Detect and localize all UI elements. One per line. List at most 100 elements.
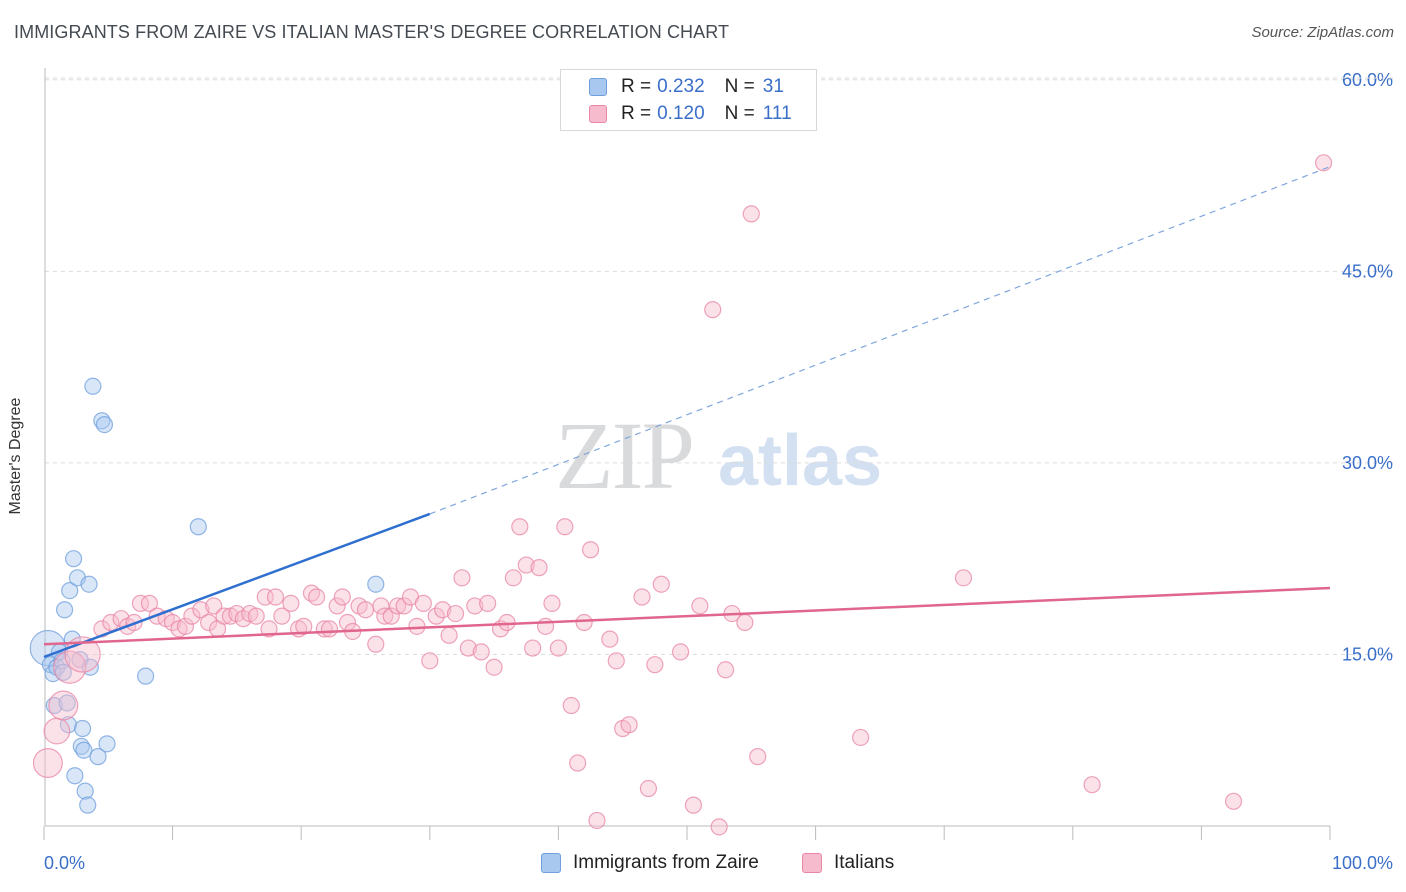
point-italians bbox=[320, 620, 339, 638]
point-italians bbox=[524, 639, 542, 657]
point-italians bbox=[556, 518, 574, 536]
trend-extension-zaire bbox=[429, 166, 1331, 515]
legend-r-value: 0.120 bbox=[657, 103, 705, 124]
point-italians bbox=[588, 811, 606, 830]
point-zaire bbox=[55, 601, 74, 619]
legend-row-zaire: R = 0.232 N = 31 bbox=[589, 74, 784, 100]
point-italians bbox=[485, 658, 503, 676]
point-zaire bbox=[76, 782, 94, 800]
point-italians bbox=[333, 588, 351, 606]
point-italians bbox=[639, 779, 658, 798]
watermark-atlas: atlas bbox=[718, 421, 883, 501]
point-italians bbox=[372, 597, 390, 615]
point-zaire bbox=[95, 415, 114, 434]
point-zaire bbox=[136, 667, 155, 685]
point-zaire bbox=[84, 377, 102, 395]
trend-line-italians bbox=[43, 586, 1331, 646]
point-italians bbox=[48, 690, 79, 721]
point-italians bbox=[562, 696, 580, 715]
bottom-legend: Immigrants from Zaire Italians bbox=[0, 852, 1406, 878]
legend-n-value: 111 bbox=[762, 103, 792, 124]
chart-title: IMMIGRANTS FROM ZAIRE VS ITALIAN MASTER'… bbox=[14, 22, 730, 42]
point-italians bbox=[192, 601, 210, 619]
point-italians bbox=[549, 639, 568, 657]
bottom-legend-swatch-italians bbox=[802, 853, 822, 873]
point-italians bbox=[543, 594, 561, 612]
point-italians bbox=[1083, 776, 1101, 794]
point-italians bbox=[414, 594, 432, 612]
point-italians bbox=[581, 541, 600, 559]
point-italians bbox=[852, 728, 870, 747]
watermark-zip: ZIP bbox=[555, 402, 695, 509]
point-italians bbox=[704, 301, 722, 319]
bottom-legend-zaire: Immigrants from Zaire bbox=[541, 852, 759, 874]
point-italians bbox=[408, 617, 426, 635]
y-tick-label: 15.0% bbox=[1342, 644, 1393, 664]
legend-swatch-zaire bbox=[589, 78, 607, 96]
point-zaire bbox=[75, 741, 93, 759]
point-italians bbox=[691, 597, 709, 615]
point-zaire bbox=[189, 518, 207, 536]
point-italians bbox=[575, 613, 593, 632]
point-italians bbox=[32, 747, 63, 778]
point-italians bbox=[736, 613, 754, 632]
point-italians bbox=[472, 643, 490, 661]
point-italians bbox=[260, 620, 278, 638]
trend-line-zaire bbox=[43, 512, 431, 659]
point-italians bbox=[710, 818, 728, 836]
point-italians bbox=[607, 652, 625, 670]
point-italians bbox=[601, 630, 619, 648]
point-italians bbox=[266, 588, 285, 606]
point-italians bbox=[633, 588, 651, 606]
point-italians bbox=[446, 604, 465, 623]
point-zaire bbox=[73, 719, 92, 738]
point-italians bbox=[504, 569, 522, 587]
point-italians bbox=[43, 717, 71, 745]
point-zaire bbox=[58, 694, 76, 712]
point-italians bbox=[295, 617, 313, 635]
point-italians bbox=[459, 639, 477, 657]
point-italians bbox=[652, 575, 670, 593]
point-italians bbox=[749, 748, 767, 766]
point-italians bbox=[356, 601, 375, 619]
legend-n-value: 31 bbox=[762, 76, 784, 97]
point-italians bbox=[367, 635, 385, 653]
point-italians bbox=[215, 607, 233, 625]
point-italians bbox=[382, 607, 400, 625]
point-italians bbox=[646, 656, 664, 674]
point-italians bbox=[176, 617, 195, 635]
point-italians bbox=[389, 597, 407, 615]
point-italians bbox=[376, 607, 394, 625]
point-zaire bbox=[79, 796, 97, 814]
point-italians bbox=[200, 613, 218, 632]
point-italians bbox=[1224, 792, 1243, 810]
point-italians bbox=[671, 643, 690, 661]
point-zaire bbox=[45, 696, 63, 715]
legend-r-label: R = bbox=[621, 76, 652, 97]
point-italians bbox=[421, 652, 439, 670]
legend-n-label: N = bbox=[724, 76, 755, 97]
point-italians bbox=[530, 559, 548, 577]
point-zaire bbox=[80, 575, 98, 593]
point-italians bbox=[102, 613, 120, 632]
point-italians bbox=[328, 597, 346, 615]
point-italians bbox=[684, 796, 703, 814]
point-italians bbox=[536, 617, 555, 635]
point-zaire bbox=[54, 663, 72, 681]
point-italians bbox=[205, 597, 223, 615]
point-italians bbox=[282, 594, 300, 612]
point-italians bbox=[440, 626, 458, 644]
point-italians bbox=[517, 556, 535, 574]
point-italians bbox=[434, 601, 452, 619]
bottom-legend-label-zaire: Immigrants from Zaire bbox=[573, 852, 759, 873]
point-zaire bbox=[89, 748, 107, 766]
point-italians bbox=[466, 597, 484, 615]
point-italians bbox=[511, 518, 529, 536]
point-zaire bbox=[61, 581, 79, 600]
bottom-legend-label-italians: Italians bbox=[834, 852, 895, 873]
point-italians bbox=[247, 607, 265, 625]
point-italians bbox=[395, 597, 413, 615]
point-italians bbox=[716, 661, 735, 679]
point-italians bbox=[620, 716, 638, 734]
